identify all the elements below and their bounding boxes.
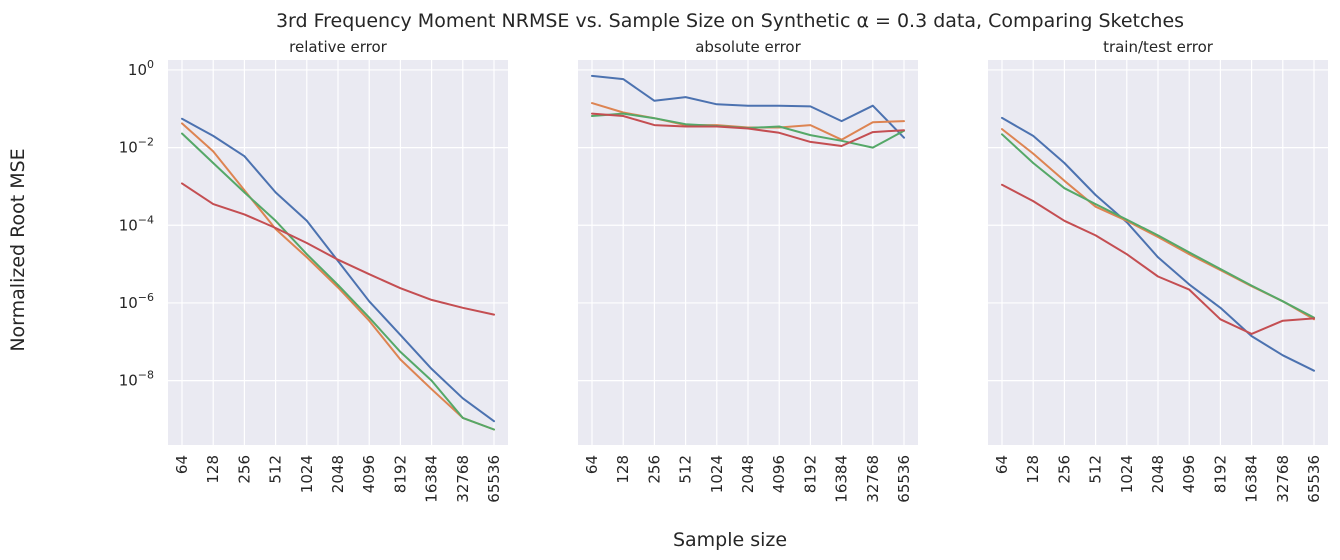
x-axis-label: Sample size bbox=[673, 529, 787, 551]
x-tick-label: 1024 bbox=[298, 455, 316, 493]
x-tick-label: 256 bbox=[235, 455, 253, 484]
x-tick-label: 256 bbox=[645, 455, 663, 484]
x-tick-label: 2048 bbox=[739, 455, 757, 493]
panel-1: relative error 64 128 256 512 1024 2048 4096 819… bbox=[119, 38, 508, 503]
panel-2: absolute error 64 128 256 512 1024 2048 4096 819… bbox=[578, 38, 918, 503]
x-tick-label: 2048 bbox=[329, 455, 347, 493]
series-3-line bbox=[1001, 133, 1315, 319]
x-tick-label: 8192 bbox=[391, 455, 409, 493]
series-1-line bbox=[1001, 116, 1315, 372]
x-tick-label: 8192 bbox=[1211, 455, 1229, 493]
panel-title: relative error bbox=[289, 38, 387, 56]
series-4-line bbox=[181, 182, 495, 316]
y-tick-label: 10−8 bbox=[119, 369, 154, 390]
x-tick-label: 512 bbox=[677, 455, 695, 484]
series-4-line bbox=[1001, 183, 1315, 335]
x-tick-label: 32768 bbox=[1274, 455, 1292, 503]
x-tick-label: 64 bbox=[583, 455, 601, 474]
x-tick-label: 256 bbox=[1055, 455, 1073, 484]
x-tick-label: 64 bbox=[173, 455, 191, 474]
x-tick-label: 16384 bbox=[833, 455, 851, 503]
series-2-line bbox=[181, 122, 495, 431]
panel-title: absolute error bbox=[695, 38, 801, 56]
y-tick-label: 100 bbox=[128, 58, 154, 79]
x-tick-label: 16384 bbox=[1243, 455, 1261, 503]
y-tick-label: 10−2 bbox=[119, 136, 154, 157]
x-tick-label: 4096 bbox=[1180, 455, 1198, 493]
x-tick-label: 2048 bbox=[1149, 455, 1167, 493]
x-tick-label: 16384 bbox=[423, 455, 441, 503]
x-tick-label: 8192 bbox=[801, 455, 819, 493]
x-tick-label: 128 bbox=[1024, 455, 1042, 484]
figure-title: 3rd Frequency Moment NRMSE vs. Sample Si… bbox=[276, 10, 1184, 32]
x-tick-label: 32768 bbox=[864, 455, 882, 503]
x-tick-label: 65536 bbox=[895, 455, 913, 503]
x-tick-label: 128 bbox=[204, 455, 222, 484]
panel-title: train/test error bbox=[1103, 38, 1214, 56]
x-tick-label: 512 bbox=[1087, 455, 1105, 484]
panels: relative error 64 128 256 512 1024 2048 4096 819… bbox=[119, 38, 1328, 503]
y-tick-label: 10−6 bbox=[119, 291, 154, 312]
series-1-line bbox=[591, 74, 905, 139]
series-4-line bbox=[591, 112, 905, 147]
x-tick-label: 4096 bbox=[360, 455, 378, 493]
y-tick-label: 10−4 bbox=[119, 213, 154, 234]
x-tick-label: 65536 bbox=[1305, 455, 1323, 503]
panel-3: train/test error 64 128 256 512 1024 2048 4096 8… bbox=[988, 38, 1328, 503]
x-tick-label: 1024 bbox=[708, 455, 726, 493]
y-axis-label: Normalized Root MSE bbox=[7, 148, 29, 351]
x-tick-label: 512 bbox=[267, 455, 285, 484]
series-3-line bbox=[181, 132, 495, 431]
series-1-line bbox=[181, 117, 495, 423]
x-tick-label: 64 bbox=[993, 455, 1011, 474]
x-tick-label: 65536 bbox=[485, 455, 503, 503]
x-tick-label: 4096 bbox=[770, 455, 788, 493]
x-tick-label: 32768 bbox=[454, 455, 472, 503]
x-tick-label: 1024 bbox=[1118, 455, 1136, 493]
x-tick-label: 128 bbox=[614, 455, 632, 484]
